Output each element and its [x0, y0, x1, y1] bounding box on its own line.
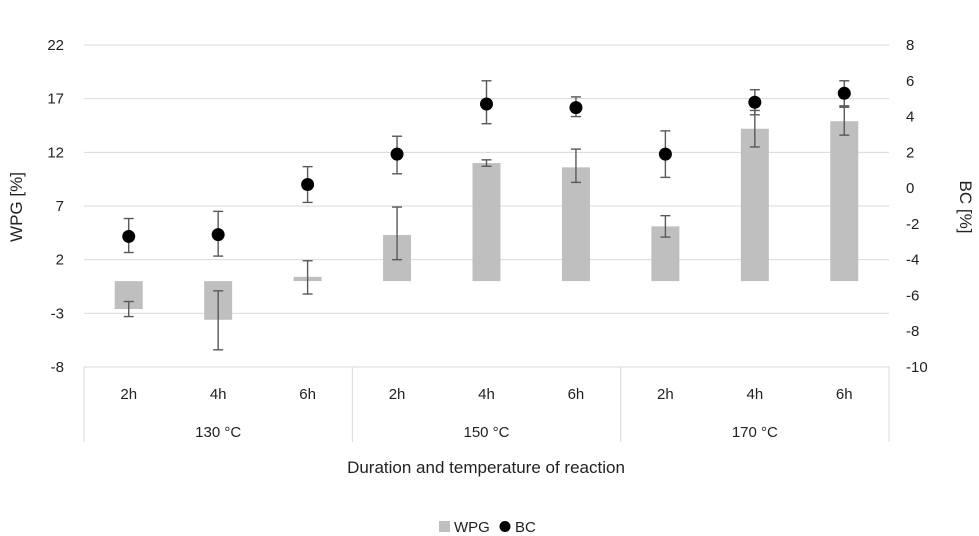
wpg-error-bars — [123, 106, 850, 351]
group-label: 170 °C — [732, 424, 778, 441]
bc-point — [122, 229, 136, 243]
wpg-error-bar — [839, 106, 850, 136]
y-tick-label: 12 — [47, 144, 64, 161]
y2-tick-label: 6 — [906, 73, 914, 90]
y-tick-label: 7 — [56, 198, 64, 215]
legend-wpg-label: WPG — [454, 519, 490, 536]
wpg-error-bar — [660, 214, 671, 238]
wpg-error-bar — [302, 260, 313, 295]
y-axis-title: WPG [%] — [7, 172, 26, 242]
y-tick-label: 17 — [47, 91, 64, 108]
y2-tick-label: -4 — [906, 252, 919, 269]
wpg-bar — [740, 128, 769, 282]
y2-tick-label: 8 — [906, 37, 914, 54]
wpg-error-bar — [481, 159, 492, 167]
y2-tick-label: 4 — [906, 109, 914, 126]
category-label: 4h — [478, 386, 495, 403]
category-label: 6h — [299, 386, 316, 403]
y2-tick-label: 2 — [906, 144, 914, 161]
category-label: 4h — [746, 386, 763, 403]
bc-point — [390, 147, 404, 161]
group-label: 150 °C — [463, 424, 509, 441]
category-label: 2h — [120, 386, 137, 403]
y2-tick-label: -8 — [906, 323, 919, 340]
x-axis-title: Duration and temperature of reaction — [347, 458, 625, 477]
wpg-error-bar — [570, 148, 581, 184]
wpg-error-bar — [123, 300, 134, 318]
legend-wpg-swatch — [439, 521, 450, 532]
legend-bc-label: BC — [515, 519, 536, 536]
category-label: 6h — [568, 386, 585, 403]
category-label: 2h — [389, 386, 406, 403]
bc-point — [480, 97, 493, 111]
bc-point — [211, 228, 225, 242]
wpg-bar — [472, 163, 501, 282]
y-tick-label: -3 — [51, 305, 64, 322]
category-labels: 130 °C 150 °C 170 °C 2h 4h 6h 2h 4h 6h 2h 4h 6h — [120, 386, 852, 441]
y2-axis-title: BC [%] — [956, 181, 975, 234]
bc-point — [837, 86, 851, 100]
wpg-bar — [561, 167, 590, 282]
bc-points — [122, 86, 851, 243]
wpg-error-bar — [392, 206, 403, 261]
category-label: 2h — [657, 386, 674, 403]
bc-point — [658, 147, 672, 161]
group-label: 130 °C — [195, 424, 241, 441]
bc-point — [569, 101, 583, 115]
bc-point — [748, 95, 762, 109]
y2-tick-label: -2 — [906, 216, 919, 233]
wpg-bars — [114, 121, 859, 320]
bc-point — [301, 178, 315, 192]
y2-tick-label: -6 — [906, 287, 919, 304]
wpg-bar — [830, 121, 859, 282]
category-label: 4h — [210, 386, 227, 403]
legend: WPG BC — [439, 519, 536, 536]
y-tick-label: -8 — [51, 359, 64, 376]
y-tick-label: 2 — [56, 252, 64, 269]
legend-bc-marker — [499, 521, 511, 532]
y-tick-label: 22 — [47, 37, 64, 54]
axes: -8 -3 2 7 12 17 22 -10 -8 -6 -4 -2 0 2 4 6 8 — [47, 37, 928, 442]
y2-tick-label: 0 — [906, 180, 914, 197]
wpg-error-bar — [213, 290, 224, 351]
y2-tick-label: -10 — [906, 359, 928, 376]
category-label: 6h — [836, 386, 853, 403]
